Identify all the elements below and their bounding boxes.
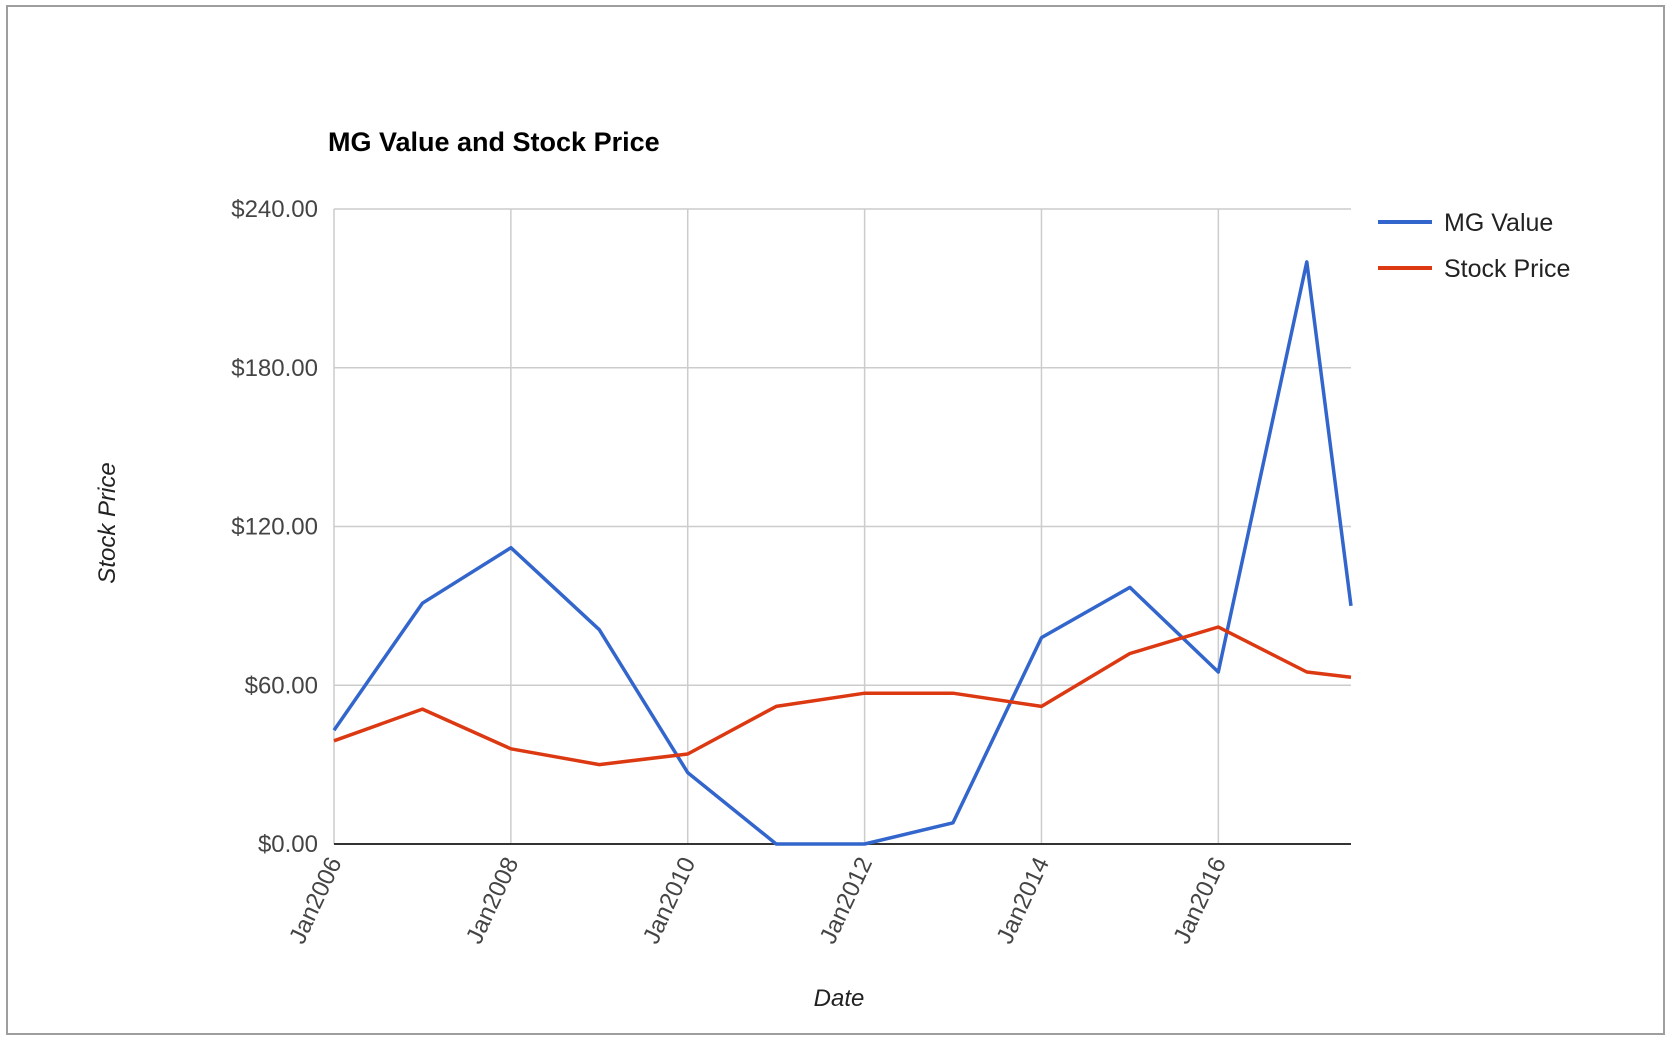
y-axis-title: Stock Price bbox=[94, 462, 121, 583]
y-tick-label: $120.00 bbox=[231, 514, 318, 541]
y-tick-label: $240.00 bbox=[231, 196, 318, 223]
y-tick-label: $0.00 bbox=[258, 831, 318, 858]
legend-item-mg-value[interactable]: MG Value bbox=[1378, 209, 1553, 237]
x-gridlines bbox=[333, 209, 1220, 844]
y-gridlines bbox=[334, 208, 1351, 686]
x-tick-label: Jan2016 bbox=[1168, 853, 1231, 948]
series-line-mg-value[interactable] bbox=[332, 260, 1353, 846]
chart-title: MG Value and Stock Price bbox=[328, 127, 660, 157]
series-line-stock-price[interactable] bbox=[333, 625, 1352, 767]
legend-item-stock-price[interactable]: Stock Price bbox=[1378, 255, 1570, 283]
x-tick-label: Jan2010 bbox=[638, 853, 701, 948]
chart-frame[interactable]: MG Value and Stock Price $0.00 $60.00 $120… bbox=[6, 5, 1665, 1035]
x-tick-label: Jan2014 bbox=[992, 853, 1055, 948]
x-tick-label: Jan2008 bbox=[461, 853, 524, 948]
y-tick-label: $180.00 bbox=[231, 355, 318, 382]
y-tick-label: $60.00 bbox=[245, 672, 318, 699]
legend[interactable]: MG Value Stock Price bbox=[1378, 209, 1570, 283]
chart[interactable]: MG Value and Stock Price $0.00 $60.00 $120… bbox=[8, 7, 1663, 1033]
x-axis-ticks: Jan2006 Jan2008 Jan2010 Jan2012 Jan2014 Jan20… bbox=[284, 853, 1232, 948]
legend-label: MG Value bbox=[1444, 209, 1553, 237]
x-axis-title: Date bbox=[814, 985, 865, 1012]
y-axis-ticks: $0.00 $60.00 $120.00 $180.00 $240.00 bbox=[231, 196, 318, 858]
series-layer bbox=[332, 260, 1353, 846]
x-tick-label: Jan2012 bbox=[815, 853, 878, 948]
legend-label: Stock Price bbox=[1444, 255, 1570, 283]
x-tick-label: Jan2006 bbox=[284, 853, 347, 948]
